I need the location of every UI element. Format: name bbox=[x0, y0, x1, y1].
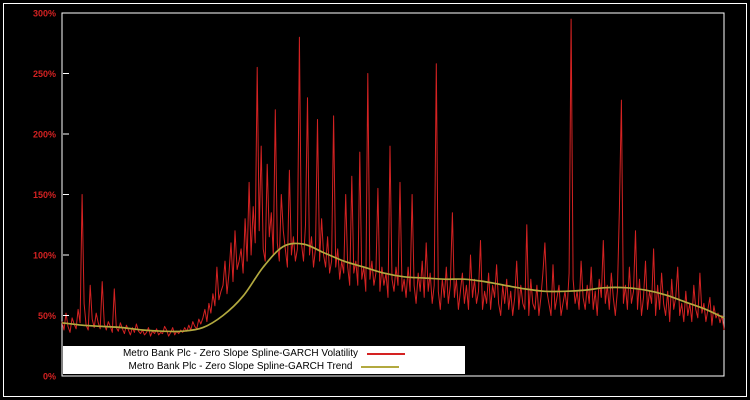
legend-line-sample-volatility bbox=[367, 352, 406, 355]
y-tick-label: 0% bbox=[43, 372, 56, 382]
legend-item-volatility: Metro Bank Plc - Zero Slope Spline-GARCH… bbox=[63, 347, 465, 360]
legend-line-sample-trend bbox=[361, 365, 400, 368]
trend-line bbox=[61, 242, 725, 333]
legend: Metro Bank Plc - Zero Slope Spline-GARCH… bbox=[63, 346, 465, 374]
y-tick-label: 200% bbox=[33, 130, 56, 140]
y-tick-label: 150% bbox=[33, 190, 56, 200]
volatility-line bbox=[61, 18, 725, 337]
series-lines bbox=[61, 18, 725, 337]
legend-label-trend: Metro Bank Plc - Zero Slope Spline-GARCH… bbox=[128, 361, 353, 372]
y-tick-label: 250% bbox=[33, 69, 56, 79]
legend-item-trend: Metro Bank Plc - Zero Slope Spline-GARCH… bbox=[63, 360, 465, 373]
legend-label-volatility: Metro Bank Plc - Zero Slope Spline-GARCH… bbox=[122, 348, 359, 359]
plot-frame bbox=[61, 12, 725, 377]
y-axis: 0% 50% 100% 150% 200% 250% 300% bbox=[33, 9, 69, 382]
y-tick-label: 50% bbox=[38, 311, 56, 321]
y-tick-label: 100% bbox=[33, 251, 56, 261]
y-tick-label: 300% bbox=[33, 9, 56, 19]
